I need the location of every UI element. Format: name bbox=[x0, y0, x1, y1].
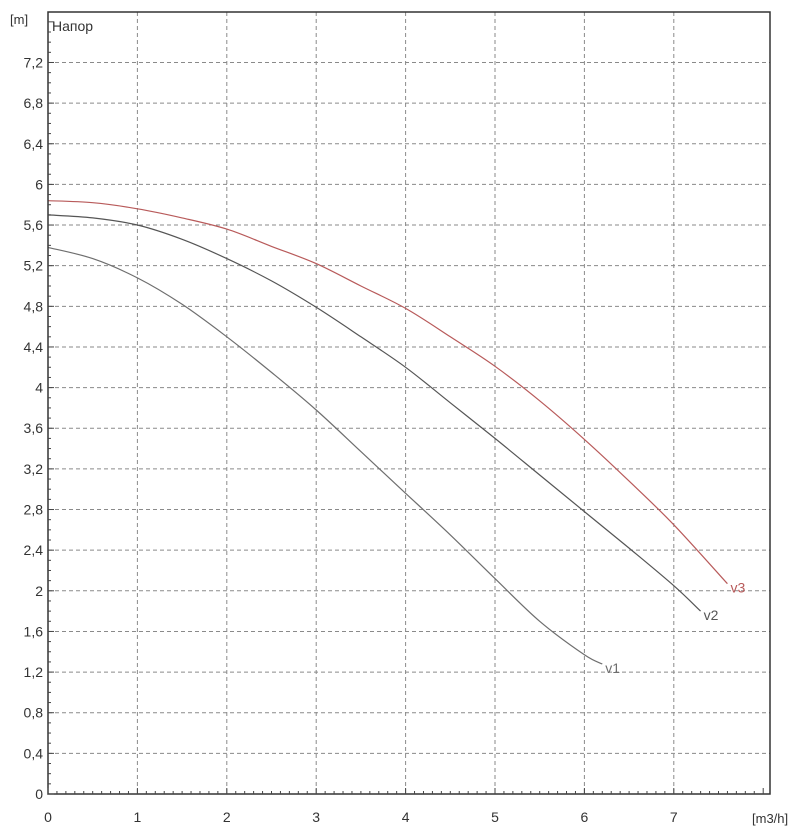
curves: v1 v2 v3 bbox=[47, 200, 745, 676]
y-tick-label: 6 bbox=[35, 176, 43, 192]
chart-title: Напор bbox=[52, 18, 93, 34]
series-line-v1 bbox=[47, 246, 603, 665]
y-tick-label: 4,4 bbox=[24, 339, 44, 355]
series-line-v3 bbox=[47, 200, 728, 585]
x-tick-label: 4 bbox=[402, 809, 410, 825]
series-label-v3: v3 bbox=[730, 580, 745, 596]
y-axis-label: [m] bbox=[10, 12, 28, 27]
y-tick-label: 0 bbox=[35, 786, 43, 802]
x-tick-label: 7 bbox=[670, 809, 678, 825]
axis-ticks bbox=[47, 21, 764, 795]
series-label-v2: v2 bbox=[704, 607, 719, 623]
axis-labels: 0 1 2 3 4 5 6 7 0 0,4 0,8 1,2 1,6 2 2,4 2,8 3,2 3,6 4 4,4 4,… bbox=[24, 54, 678, 825]
y-tick-label: 7,2 bbox=[24, 54, 44, 70]
plot-frame bbox=[47, 11, 771, 795]
series-line-v2 bbox=[47, 214, 702, 612]
y-tick-label: 1,2 bbox=[24, 664, 44, 680]
x-tick-label: 3 bbox=[312, 809, 320, 825]
series-label-v1: v1 bbox=[605, 660, 620, 676]
x-tick-label: 2 bbox=[223, 809, 231, 825]
y-tick-label: 3,6 bbox=[24, 420, 44, 436]
y-tick-label: 2,4 bbox=[24, 542, 44, 558]
y-tick-label: 5,6 bbox=[24, 217, 44, 233]
y-tick-label: 0,8 bbox=[24, 705, 44, 721]
y-tick-label: 2 bbox=[35, 583, 43, 599]
y-tick-label: 3,2 bbox=[24, 461, 44, 477]
y-tick-label: 5,2 bbox=[24, 258, 44, 274]
y-tick-label: 1,6 bbox=[24, 623, 44, 639]
y-tick-label: 2,8 bbox=[24, 502, 44, 518]
y-tick-label: 4 bbox=[35, 380, 43, 396]
x-tick-label: 1 bbox=[134, 809, 142, 825]
y-tick-label: 4,8 bbox=[24, 298, 44, 314]
x-axis-label: [m3/h] bbox=[752, 811, 788, 826]
x-tick-label: 5 bbox=[491, 809, 499, 825]
y-tick-label: 6,4 bbox=[24, 136, 44, 152]
grid bbox=[48, 12, 770, 794]
x-tick-label: 0 bbox=[44, 809, 52, 825]
y-tick-label: 6,8 bbox=[24, 95, 44, 111]
y-tick-label: 0,4 bbox=[24, 745, 44, 761]
x-tick-label: 6 bbox=[581, 809, 589, 825]
